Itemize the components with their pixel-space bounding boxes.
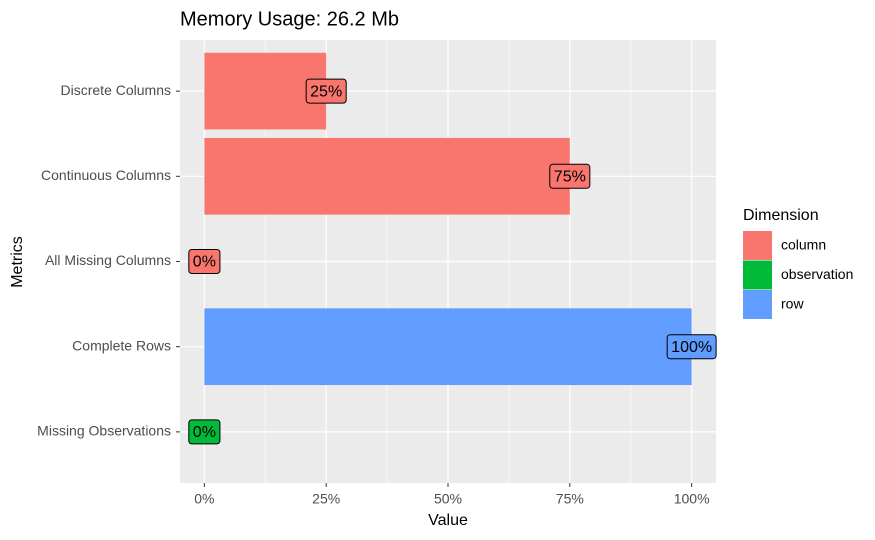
bar — [204, 308, 692, 386]
chart-title: Memory Usage: 26.2 Mb — [180, 8, 399, 30]
legend-title: Dimension — [743, 207, 819, 224]
y-tick-label: Discrete Columns — [61, 82, 171, 98]
y-axis-title: Metrics — [9, 236, 26, 288]
x-tick-label: 100% — [674, 491, 710, 507]
value-label: 0% — [193, 254, 216, 271]
legend-key — [743, 290, 772, 319]
value-label: 75% — [554, 169, 586, 186]
value-label-box — [549, 163, 591, 189]
y-tick-label: Missing Observations — [37, 423, 171, 439]
legend-key — [743, 260, 772, 290]
x-tick-label: 75% — [556, 491, 584, 507]
legend-label: column — [781, 237, 826, 253]
value-label-box — [188, 249, 221, 274]
x-tick-label: 0% — [194, 491, 214, 507]
value-label-box — [305, 78, 347, 104]
x-axis-title: Value — [428, 512, 468, 529]
x-tick-label: 50% — [434, 491, 462, 507]
value-label: 0% — [193, 424, 216, 441]
y-tick-label: Continuous Columns — [41, 167, 171, 183]
legend-label: row — [781, 296, 804, 312]
legend-key — [743, 231, 772, 260]
legend-label: observation — [781, 266, 853, 282]
y-tick-label: All Missing Columns — [45, 252, 171, 268]
value-label: 100% — [671, 339, 712, 356]
value-label-box — [188, 419, 221, 445]
x-tick-label: 25% — [312, 491, 340, 507]
value-label-box — [666, 334, 717, 360]
y-tick-label: Complete Rows — [72, 337, 171, 353]
value-label: 25% — [310, 83, 342, 100]
bar — [204, 137, 570, 215]
